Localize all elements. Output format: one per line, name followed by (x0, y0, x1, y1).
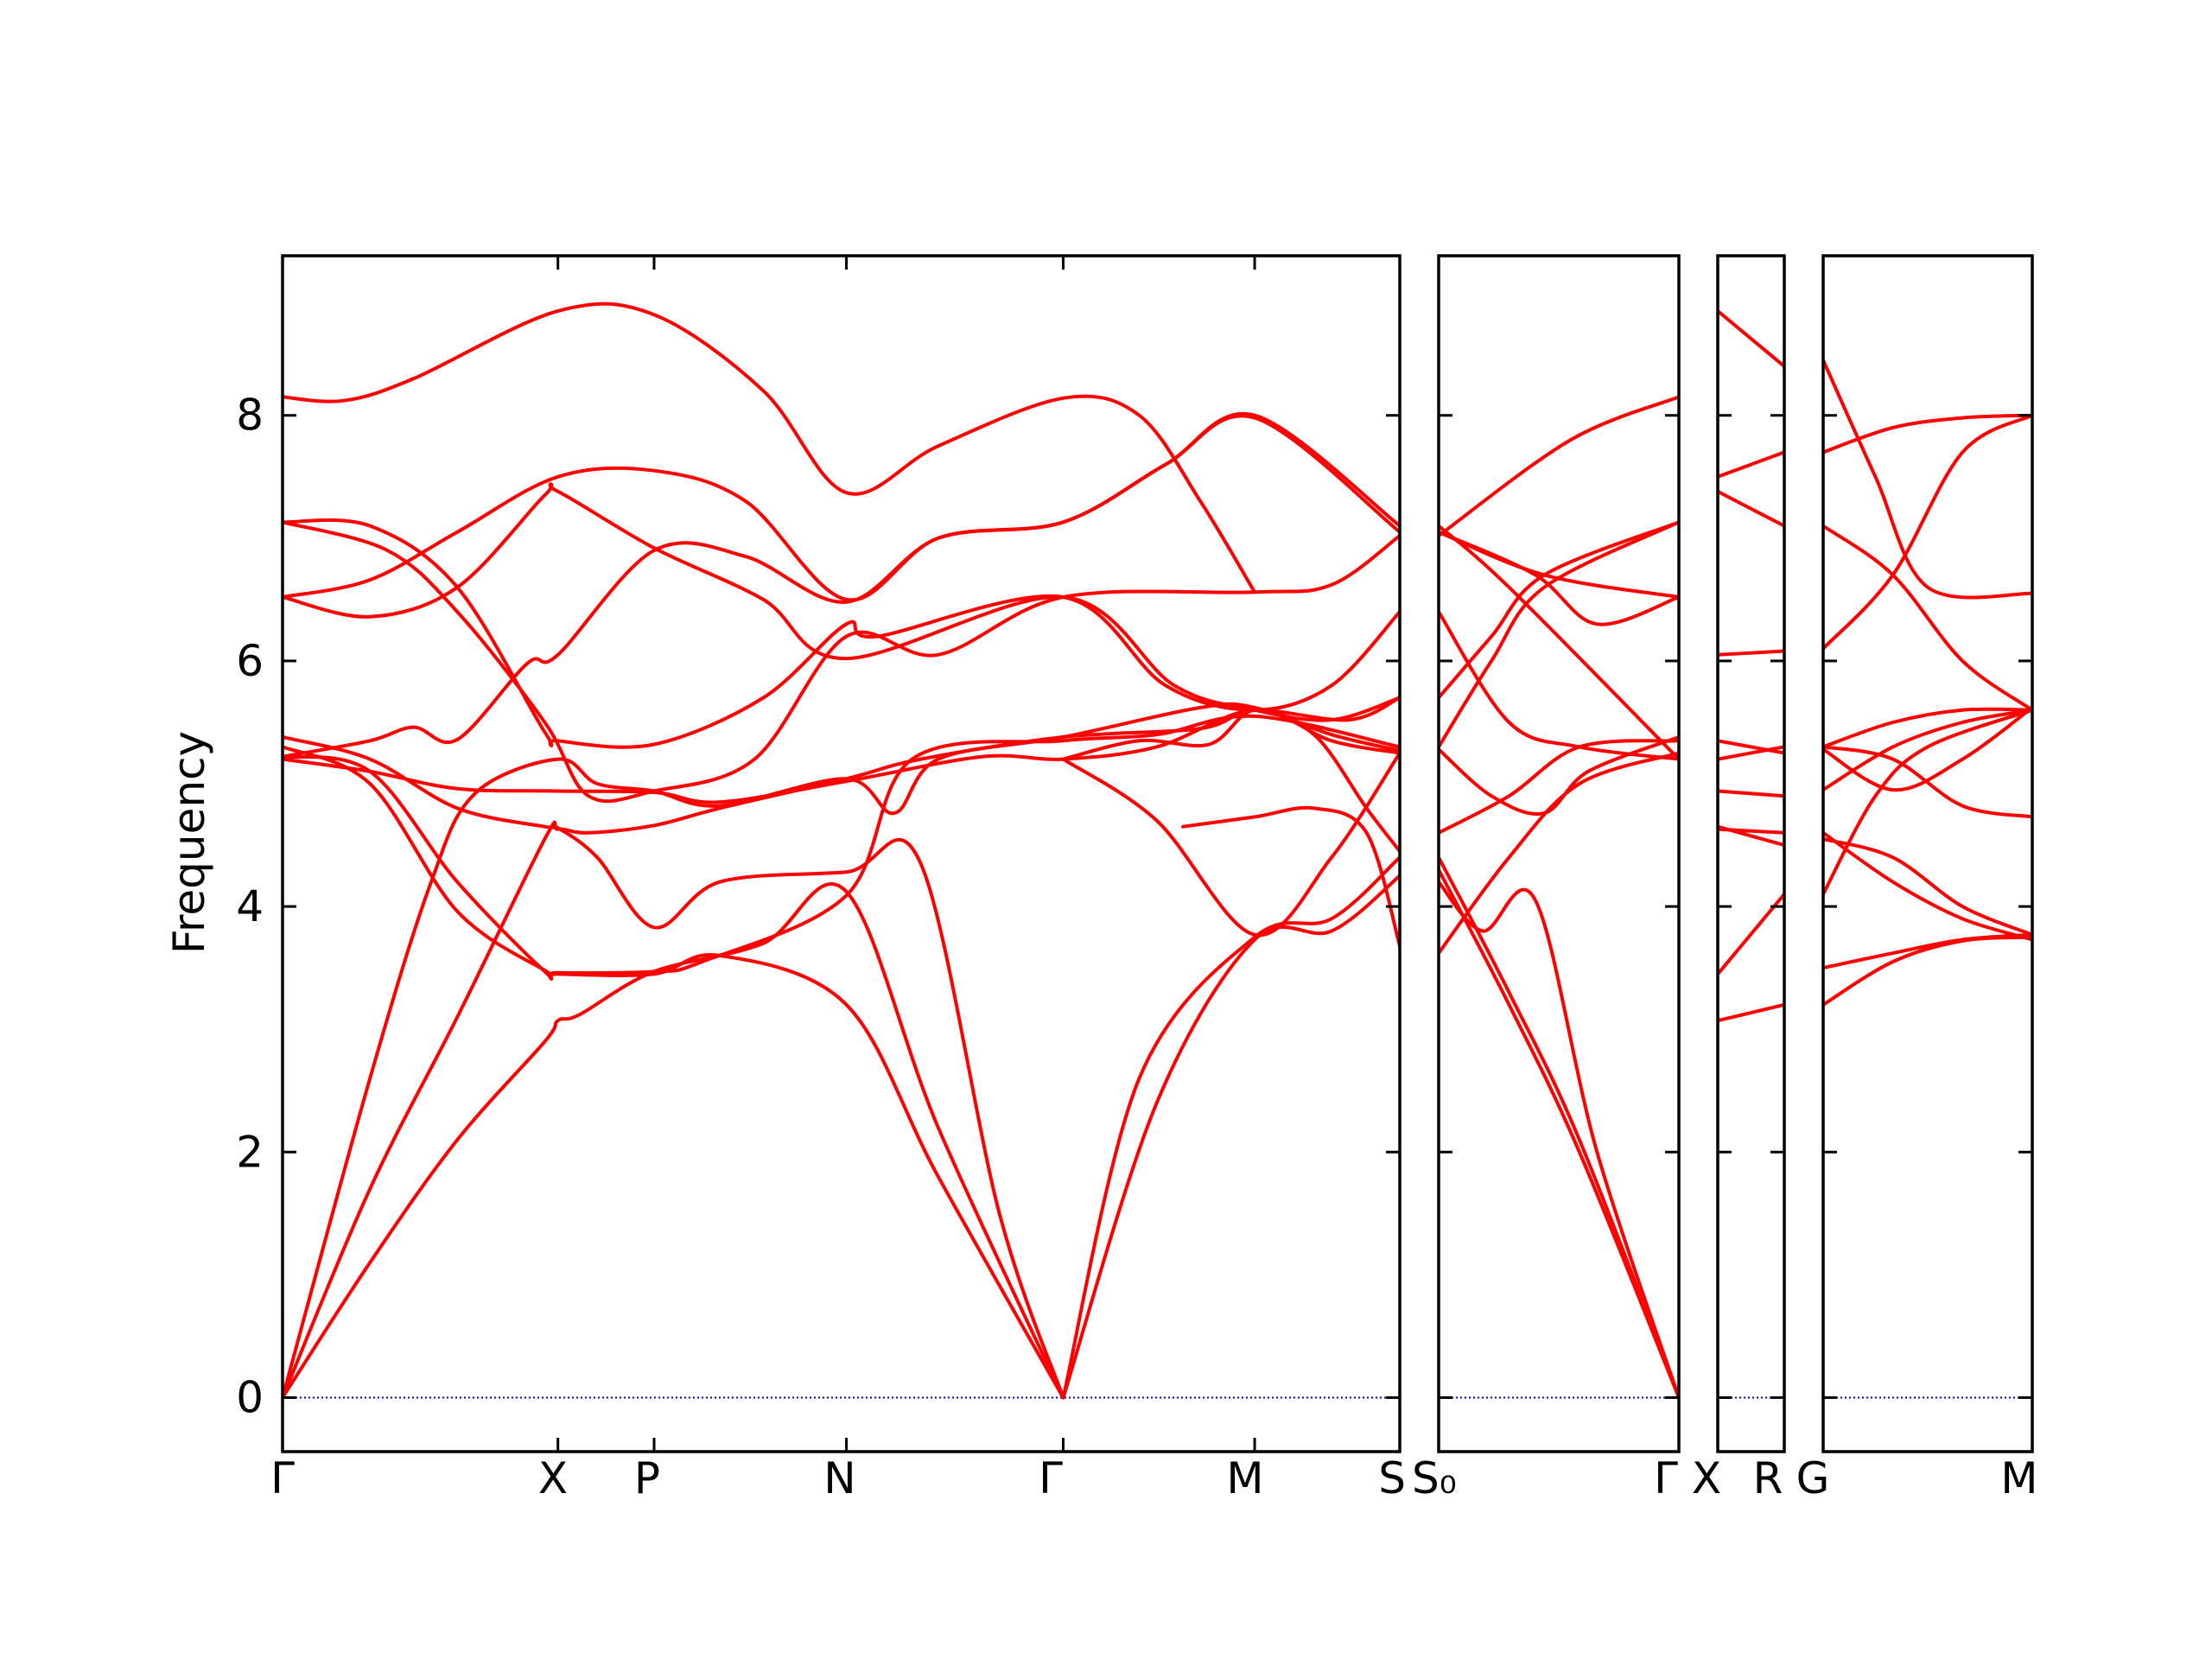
band-line (1823, 745, 2032, 819)
band-line (1439, 395, 1679, 537)
x-tick-label: R (1753, 1453, 1783, 1503)
band-line (1823, 413, 2032, 454)
panel-0 (281, 254, 1402, 1453)
band-line (1718, 1002, 1784, 1023)
x-tick-label: M (2000, 1453, 2037, 1503)
band-line (283, 302, 1257, 594)
band-line (1718, 489, 1784, 528)
x-tick-label: G (1796, 1453, 1830, 1503)
band-line (1718, 745, 1784, 761)
band-line (1823, 705, 2032, 792)
band-line (1718, 789, 1784, 798)
x-tick-label: P (634, 1453, 660, 1503)
band-line (1823, 708, 2032, 896)
band-line (1823, 413, 2032, 651)
x-tick-label: X (538, 1453, 568, 1503)
bands (1718, 308, 1784, 1023)
band-line (283, 520, 1400, 804)
band-line (1439, 739, 1679, 835)
band-line (283, 696, 1400, 1400)
y-tick-label: 4 (236, 881, 264, 931)
band-line (283, 754, 1065, 1400)
x-tick-label: Γ (1654, 1453, 1678, 1503)
band-line (1439, 751, 1679, 956)
band-line (283, 735, 1065, 1400)
panel-3 (1821, 254, 2034, 1453)
band-line (1439, 880, 1679, 1400)
band-line (1061, 855, 1400, 1400)
bands (1439, 395, 1679, 1400)
bands (1823, 358, 2032, 1007)
panel-frame (1716, 254, 1786, 1453)
band-line (1718, 649, 1784, 657)
bands (283, 302, 1400, 1400)
panel-frame (1437, 254, 1681, 1453)
band-line (283, 714, 1400, 977)
band-line (1823, 358, 2032, 600)
panel-1 (1437, 254, 1681, 1453)
panel-frame (1821, 254, 2034, 1453)
band-line (1823, 708, 2032, 792)
band-line (1061, 751, 1400, 938)
band-line (1823, 932, 2032, 970)
panel-frame (281, 254, 1402, 1453)
x-tick-label: X (1692, 1453, 1721, 1503)
x-tick-label: S₀ (1412, 1453, 1457, 1503)
band-line (283, 882, 1065, 1400)
band-line (1439, 524, 1679, 761)
panels-layer (281, 254, 2034, 1453)
band-line (1439, 530, 1679, 599)
band-line (1718, 450, 1784, 479)
x-tick-label: M (1226, 1453, 1263, 1503)
band-line (1718, 827, 1784, 835)
band-line (1823, 524, 2032, 712)
y-tick-label: 8 (236, 391, 264, 441)
band-line (283, 702, 1400, 1400)
band-line (1439, 868, 1679, 1400)
band-line (1718, 739, 1784, 755)
panel-2 (1716, 254, 1786, 1453)
band-line (1439, 855, 1679, 1400)
band-line (1439, 520, 1679, 749)
band-line (1718, 308, 1784, 368)
x-tick-label: Γ (1039, 1453, 1063, 1503)
band-line (1061, 874, 1400, 1400)
band-line (1823, 836, 2032, 937)
x-tick-label: N (823, 1453, 855, 1503)
y-tick-label: 2 (236, 1127, 264, 1177)
band-line (1823, 707, 2032, 749)
band-line (1439, 610, 1679, 761)
band-line (1439, 735, 1679, 817)
y-tick-label: 6 (236, 636, 264, 686)
band-line (283, 411, 1400, 602)
band-line (1718, 892, 1784, 976)
band-line (283, 518, 1400, 749)
x-tick-label: Γ (270, 1453, 295, 1503)
band-line (1823, 830, 2032, 942)
y-tick-label: 0 (236, 1372, 264, 1422)
y-axis-label: Frequency (164, 731, 214, 954)
band-line (1181, 805, 1400, 948)
band-line (283, 482, 1400, 722)
x-tick-label: S (1378, 1453, 1406, 1503)
